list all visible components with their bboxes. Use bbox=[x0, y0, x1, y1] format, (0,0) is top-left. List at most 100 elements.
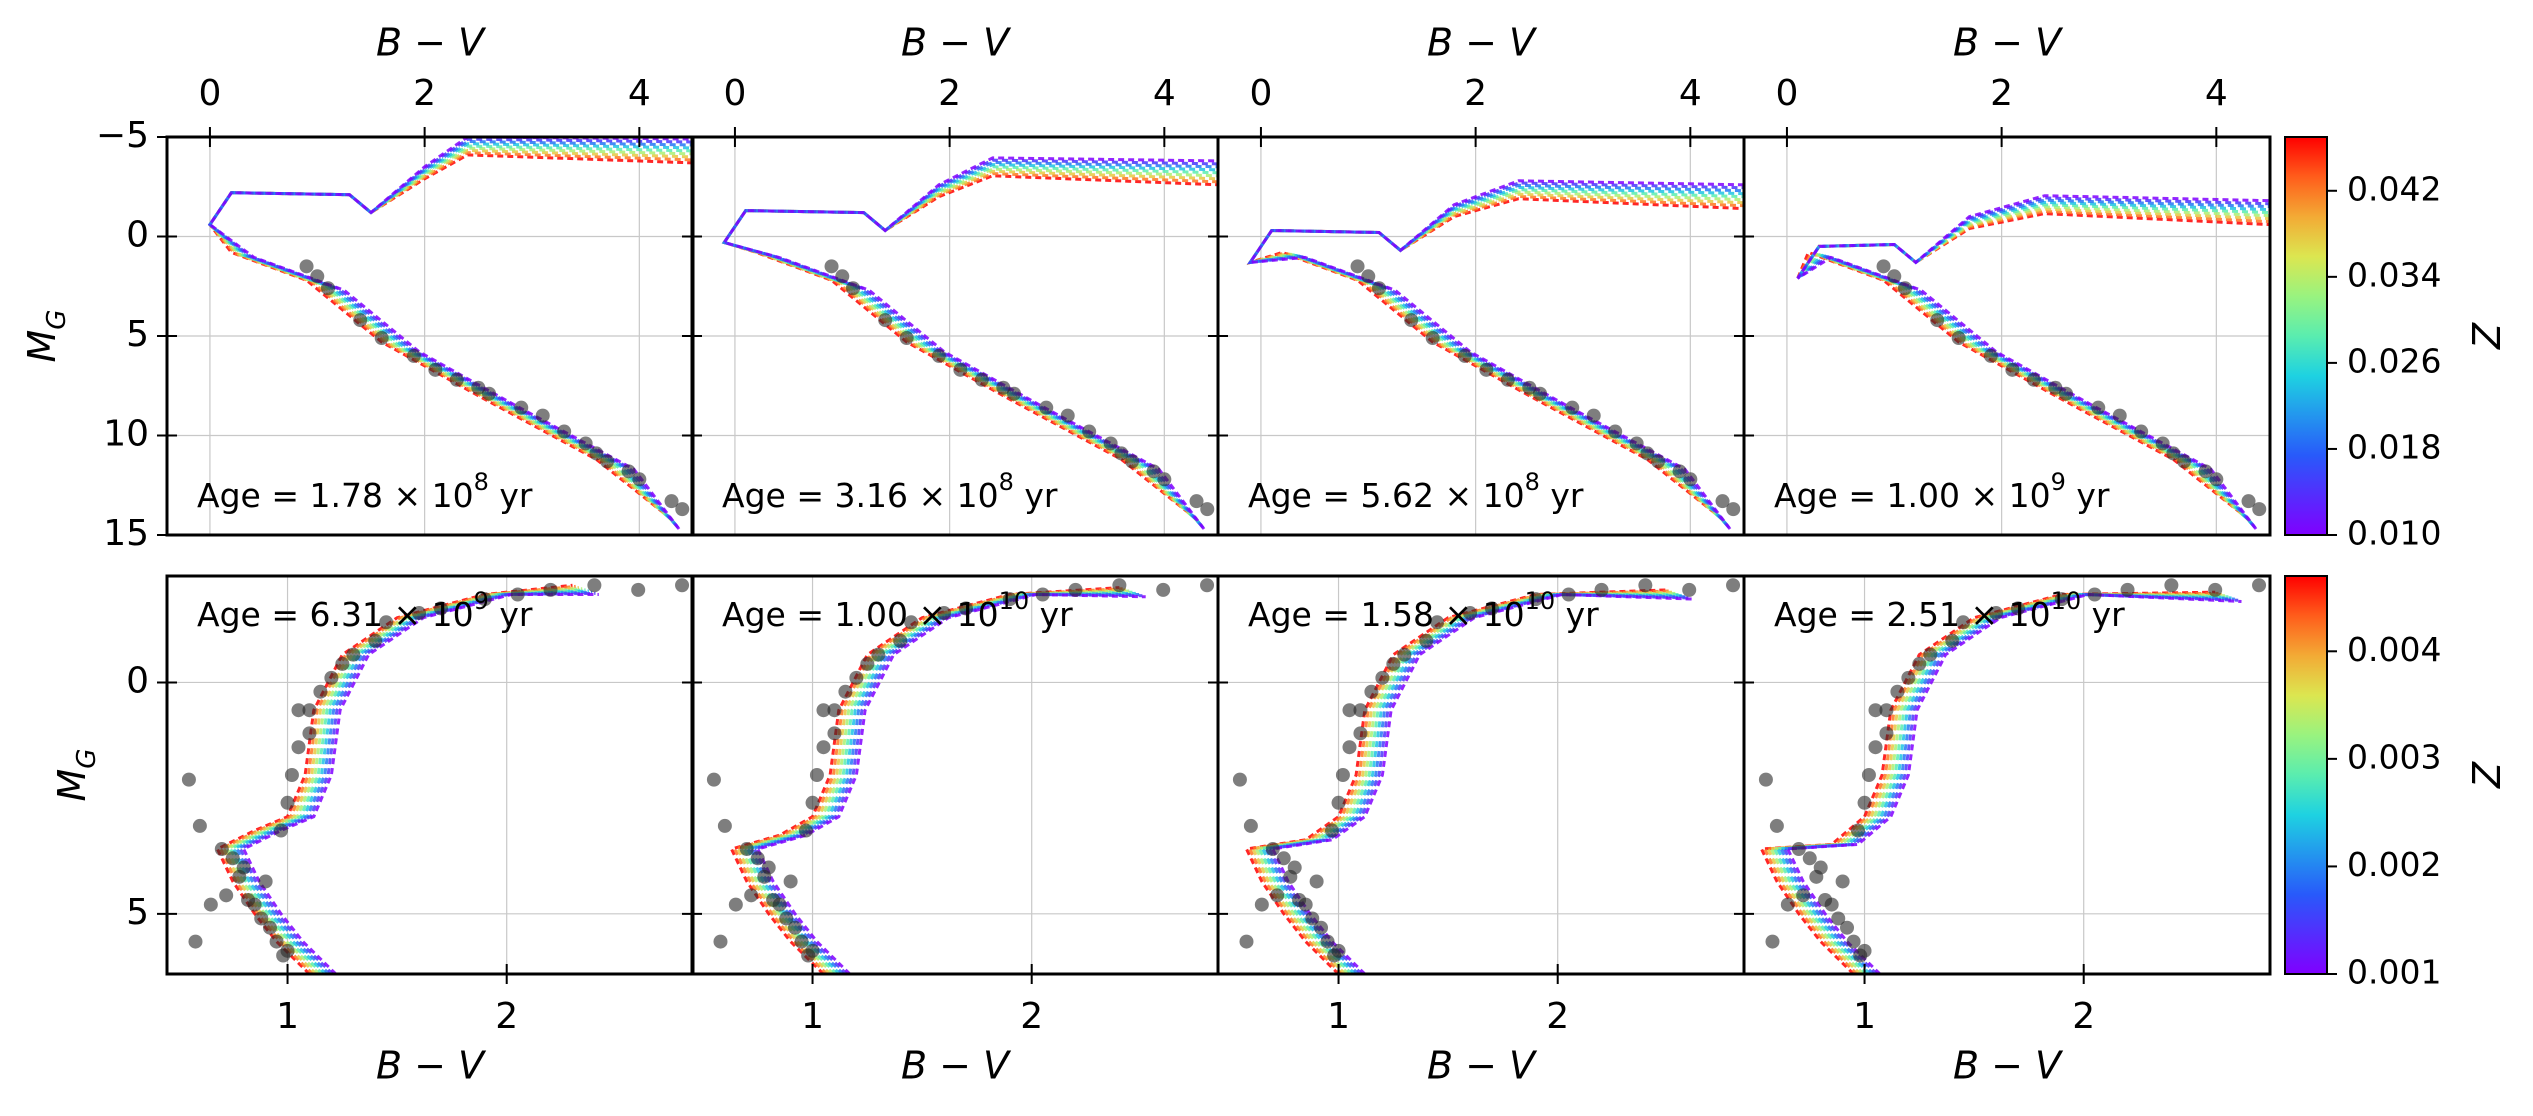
isochrone-track bbox=[207, 137, 694, 529]
cluster-star bbox=[1298, 897, 1313, 912]
cluster-star bbox=[631, 582, 646, 597]
colorbar-tick-label: 0.001 bbox=[2347, 953, 2441, 992]
x-tick-label: 2 bbox=[938, 73, 961, 114]
cluster-star bbox=[299, 259, 314, 274]
cluster-star bbox=[1726, 502, 1741, 517]
bottom_row-panel-3 bbox=[1208, 574, 1746, 984]
age-label: Age = 1.58 × 1010 yr bbox=[1248, 587, 1599, 634]
cluster-star bbox=[1361, 269, 1376, 284]
cluster-star bbox=[1103, 436, 1118, 451]
age-label: Age = 1.00 × 1010 yr bbox=[722, 587, 1073, 634]
cluster-star bbox=[1114, 446, 1129, 461]
cluster-star bbox=[1419, 633, 1434, 648]
y-tick-label: 5 bbox=[126, 892, 149, 933]
bottom_row-panel-1 bbox=[157, 574, 695, 984]
isochrone-track bbox=[1270, 592, 1694, 976]
cluster-star bbox=[1651, 454, 1666, 469]
x-axis-title: B − V bbox=[376, 21, 487, 65]
cluster-star bbox=[1375, 670, 1390, 685]
cluster-star bbox=[1672, 464, 1687, 479]
cluster-star bbox=[974, 372, 989, 387]
cluster-star bbox=[1824, 897, 1839, 912]
cluster-star bbox=[2241, 494, 2256, 509]
cluster-star bbox=[621, 464, 636, 479]
colorbar-tick-label: 0.010 bbox=[2347, 514, 2441, 553]
x-tick-label: 2 bbox=[1546, 996, 1569, 1037]
cluster-star bbox=[471, 380, 486, 395]
cluster-star bbox=[1791, 842, 1806, 857]
cluster-star bbox=[2120, 582, 2135, 597]
cluster-star bbox=[1276, 851, 1291, 866]
y-tick-label: −5 bbox=[96, 115, 149, 156]
colorbar-gradient bbox=[2284, 136, 2328, 536]
cluster-star bbox=[2134, 424, 2149, 439]
cluster-star bbox=[449, 372, 464, 387]
cluster-star bbox=[1239, 934, 1254, 949]
cluster-star bbox=[2054, 592, 2069, 607]
cluster-star bbox=[1887, 269, 1902, 284]
isochrone-track bbox=[1775, 592, 2232, 976]
cluster-star bbox=[1857, 943, 1872, 958]
cluster-star bbox=[827, 726, 842, 741]
cluster-star bbox=[510, 587, 525, 602]
cluster-star bbox=[1342, 740, 1357, 755]
isochrone-track bbox=[1254, 591, 1678, 976]
x-tick-label: 4 bbox=[2205, 73, 2228, 114]
isochrone-track bbox=[721, 165, 1219, 526]
cluster-star bbox=[1629, 436, 1644, 451]
isochrone-track bbox=[207, 142, 694, 527]
cluster-star bbox=[1983, 348, 1998, 363]
cluster-star bbox=[739, 842, 754, 857]
cluster-star bbox=[514, 400, 529, 415]
isochrone-track bbox=[238, 591, 596, 976]
cluster-star bbox=[192, 818, 207, 833]
cluster-star bbox=[269, 934, 284, 949]
cluster-star bbox=[236, 860, 251, 875]
cluster-star bbox=[1314, 920, 1329, 935]
cluster-star bbox=[1331, 795, 1346, 810]
cluster-star bbox=[1156, 582, 1171, 597]
cluster-star bbox=[1425, 330, 1440, 345]
panel-frame bbox=[1742, 574, 2272, 976]
cluster-star bbox=[632, 472, 647, 487]
cluster-star bbox=[1879, 703, 1894, 718]
cluster-star bbox=[779, 911, 794, 926]
cluster-star bbox=[878, 313, 893, 328]
cluster-star bbox=[728, 897, 743, 912]
cluster-star bbox=[1951, 330, 1966, 345]
isochrone-track bbox=[218, 584, 576, 976]
cluster-star bbox=[291, 740, 306, 755]
x-tick-label: 2 bbox=[1990, 73, 2013, 114]
cluster-star bbox=[1868, 703, 1883, 718]
cluster-star bbox=[1335, 768, 1350, 782]
isochrone-track bbox=[721, 169, 1219, 523]
cluster-star bbox=[1404, 313, 1419, 328]
cluster-star bbox=[2208, 582, 2223, 597]
cluster-star bbox=[353, 313, 368, 328]
isochrone-track bbox=[745, 591, 1136, 976]
isochrone-track bbox=[228, 588, 586, 976]
cluster-star bbox=[1565, 400, 1580, 415]
age-label: Age = 5.62 × 108 yr bbox=[1248, 468, 1584, 515]
cluster-star bbox=[1846, 934, 1861, 949]
isochrone-track bbox=[1250, 590, 1674, 976]
cluster-star bbox=[1200, 502, 1215, 517]
cluster-star bbox=[1342, 703, 1357, 718]
cluster-star bbox=[805, 943, 820, 958]
isochrone-track bbox=[1796, 203, 2271, 526]
cluster-star bbox=[1364, 684, 1379, 699]
x-tick-label: 4 bbox=[1679, 73, 1702, 114]
age-label: Age = 1.78 × 108 yr bbox=[197, 468, 533, 515]
x-tick-label: 4 bbox=[628, 73, 651, 114]
top_row-colorbar bbox=[2284, 136, 2337, 536]
cluster-star bbox=[203, 897, 218, 912]
cluster-star bbox=[744, 888, 759, 903]
cluster-star bbox=[1082, 424, 1097, 439]
isochrone-track bbox=[1247, 179, 1745, 530]
cluster-star bbox=[313, 684, 328, 699]
age-label: Age = 1.00 × 109 yr bbox=[1774, 468, 2110, 515]
cluster-star bbox=[871, 647, 886, 662]
x-tick-label: 1 bbox=[276, 996, 299, 1037]
colorbar-tick-label: 0.004 bbox=[2347, 630, 2441, 669]
cluster-star bbox=[1769, 818, 1784, 833]
